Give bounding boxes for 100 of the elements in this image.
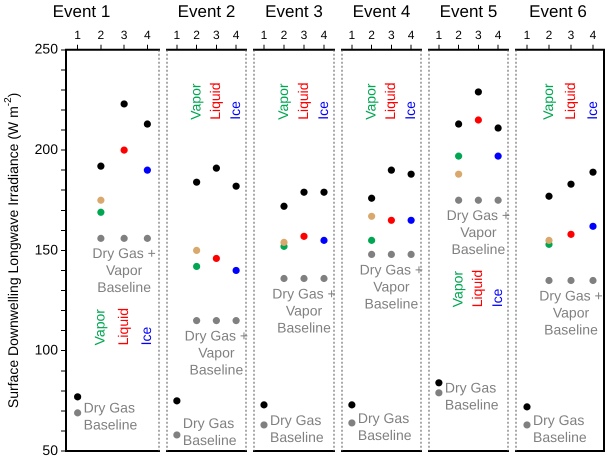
point [173, 431, 180, 439]
point [74, 393, 82, 400]
point [388, 216, 395, 224]
point [348, 419, 356, 427]
chart-title: Event 4 [352, 2, 410, 21]
x-tick-label: 2 [193, 28, 200, 42]
x-tick-label: 1 [436, 28, 443, 42]
point [545, 236, 553, 244]
point [455, 196, 462, 204]
point [435, 389, 442, 396]
text: Ice [402, 100, 418, 120]
point [474, 88, 482, 96]
point [280, 238, 288, 246]
x-tick-label: 4 [144, 28, 152, 42]
series-label: Dry Gas + Vapor Baseline [92, 245, 156, 296]
point [212, 164, 220, 172]
point [144, 166, 151, 174]
point [545, 276, 553, 284]
point [388, 250, 395, 258]
point [567, 180, 575, 188]
point [523, 403, 531, 410]
x-tick-label: 4 [590, 28, 597, 42]
text: Ice [314, 100, 331, 120]
point [300, 232, 308, 240]
point [193, 262, 200, 270]
chart-title: Event 6 [529, 2, 587, 21]
point [388, 166, 395, 174]
point [589, 276, 597, 284]
x-tick-label: 3 [388, 28, 396, 42]
x-tick-label: 3 [300, 28, 308, 42]
chart-title: Event 2 [178, 2, 236, 21]
chart-title: Event 3 [265, 2, 323, 21]
series-label: Dry Gas Baseline [358, 410, 412, 443]
y-tick-label: 100 [34, 342, 58, 358]
point [320, 236, 328, 244]
text: Liquid [207, 82, 224, 120]
point [589, 222, 597, 230]
text: Vapor [449, 270, 466, 308]
text: Ice [584, 100, 600, 120]
point [74, 409, 82, 416]
point [474, 196, 482, 204]
point [232, 317, 240, 324]
text: Liquid [469, 270, 486, 308]
point [455, 152, 462, 160]
y-axis-title: Surface Downwelling Longwave Irradiance (W m-2) [2, 92, 21, 408]
point [455, 170, 462, 178]
point [589, 168, 597, 176]
text: Liquid [562, 82, 578, 120]
point [435, 379, 442, 386]
point [320, 188, 328, 196]
y-tick-label: 250 [34, 40, 58, 57]
point [260, 401, 268, 408]
point [260, 421, 268, 429]
x-tick-label: 3 [568, 28, 575, 42]
point [455, 120, 462, 128]
text: Liquid [114, 308, 131, 346]
point [193, 178, 200, 186]
point [494, 196, 502, 204]
point [193, 317, 200, 324]
text: Vapor [274, 83, 291, 120]
text: Vapor [362, 83, 378, 120]
x-tick-label: 1 [74, 28, 82, 42]
point [494, 152, 502, 160]
point [144, 234, 151, 242]
point [232, 182, 240, 190]
point [280, 274, 288, 282]
y-tick-label: 200 [34, 140, 58, 157]
point [120, 146, 128, 154]
point [232, 266, 240, 274]
series-label: Dry Gas + Vapor Baseline [272, 285, 336, 336]
point [280, 202, 288, 210]
point [408, 170, 415, 178]
x-tick-label: 4 [320, 28, 328, 42]
x-tick-label: 1 [524, 28, 531, 42]
chart-title: Event 5 [440, 2, 498, 21]
point [348, 401, 356, 408]
text: Vapor [187, 83, 204, 120]
point [320, 274, 328, 282]
x-tick-label: 1 [174, 28, 181, 42]
point [567, 276, 575, 284]
y-tick-label: 150 [34, 241, 58, 258]
x-tick-label: 2 [455, 28, 462, 42]
x-tick-label: 4 [232, 28, 240, 42]
x-tick-label: 2 [546, 28, 553, 42]
series-label: Dry Gas Baseline [270, 412, 324, 445]
x-tick-label: 3 [213, 28, 220, 42]
y-tick-label: 50 [42, 442, 58, 458]
x-tick-label: 4 [408, 28, 415, 42]
x-tick-label: 4 [494, 28, 502, 42]
text: Liquid [294, 82, 311, 120]
text: Ice [138, 326, 154, 346]
point [368, 250, 376, 258]
series-label: Dry Gas + Vapor Baseline [360, 261, 424, 312]
x-tick-label: 3 [120, 28, 128, 42]
text: Vapor [92, 308, 108, 346]
text: Liquid [382, 82, 398, 120]
series-label: Dry Gas Baseline [533, 412, 587, 445]
series-label: Dry Gas + Vapor Baseline [184, 327, 248, 378]
series-label: Dry Gas + Vapor Baseline [539, 287, 603, 338]
text: Vapor [540, 83, 556, 120]
